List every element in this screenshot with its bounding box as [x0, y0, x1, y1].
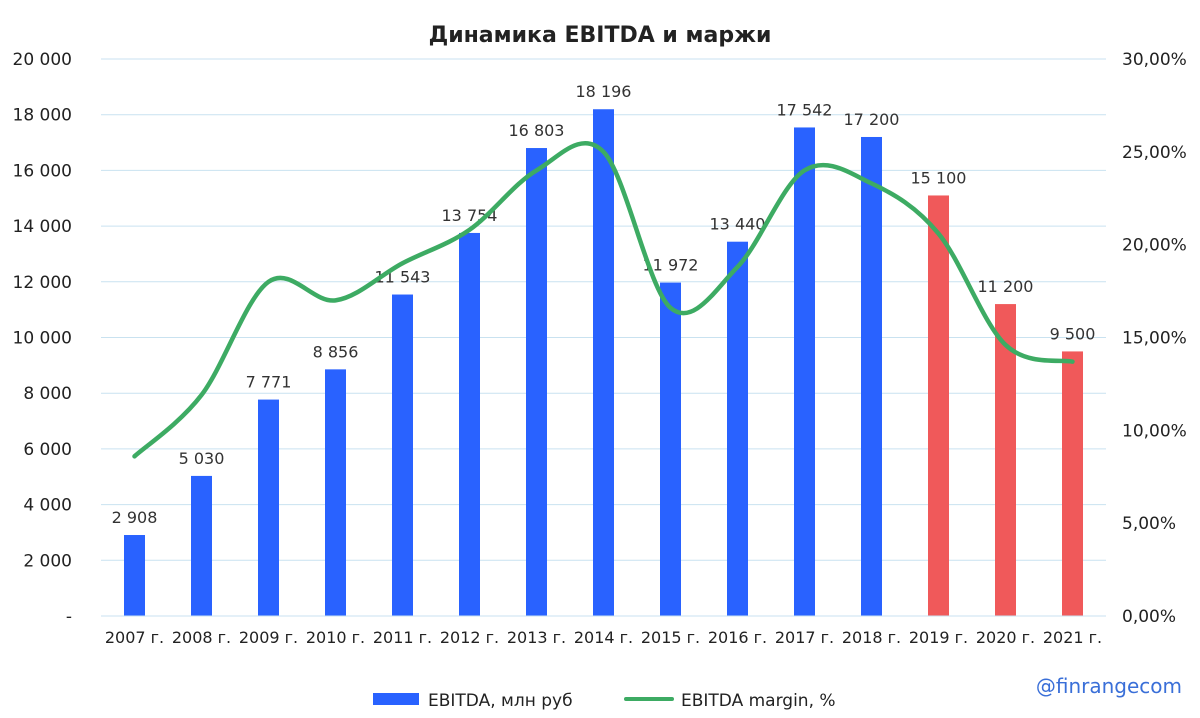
y-tick-label: 12 000: [13, 273, 72, 293]
x-tick-label: 2014 г.: [574, 628, 633, 647]
chart-title: Динамика EBITDA и маржи: [429, 23, 772, 48]
bar: [794, 127, 815, 617]
y-tick-label: 14 000: [13, 217, 72, 237]
legend-label-margin: EBITDA margin, %: [681, 691, 836, 711]
legend-swatch-ebitda: [373, 693, 419, 705]
y2-tick-label: 0,00%: [1122, 607, 1176, 627]
bar: [660, 282, 681, 616]
bar-series-ebitda: [124, 109, 1083, 617]
bar: [928, 195, 949, 616]
y-tick-label: 20 000: [13, 50, 72, 70]
y-tick-label: 6 000: [23, 440, 72, 460]
y2-tick-label: 20,00%: [1122, 236, 1187, 256]
bar-data-label: 5 030: [179, 449, 225, 468]
bar: [325, 369, 346, 616]
bar: [995, 304, 1016, 616]
y-tick-label: 18 000: [13, 106, 72, 126]
x-tick-label: 2007 г.: [105, 628, 164, 647]
margin-line: [132, 141, 1075, 459]
x-tick-label: 2020 г.: [976, 628, 1035, 647]
bar-data-label: 9 500: [1050, 324, 1096, 343]
legend: EBITDA, млн руб EBITDA margin, %: [373, 691, 836, 711]
y2-tick-label: 25,00%: [1122, 143, 1187, 163]
line-series-margin: [132, 141, 1075, 459]
bar: [593, 109, 614, 617]
bar: [124, 535, 145, 616]
y2-tick-label: 5,00%: [1122, 514, 1176, 534]
bar: [258, 399, 279, 616]
x-axis: 2007 г. 2008 г. 2009 г. 2010 г. 2011 г. 2012 …: [101, 615, 1106, 647]
y-axis-left: - 2 000 4 000 6 000 8 000 10 000 12 000 14 000 1…: [13, 50, 72, 627]
watermark: @finrangecom: [1035, 674, 1182, 698]
bar-data-label: 18 196: [576, 82, 632, 101]
x-tick-label: 2009 г.: [239, 628, 298, 647]
y-axis-right: 0,00% 5,00% 10,00% 15,00% 20,00% 25,00% 30,00%: [1122, 50, 1187, 627]
x-tick-label: 2021 г.: [1043, 628, 1102, 647]
x-tick-label: 2011 г.: [373, 628, 432, 647]
x-tick-label: 2019 г.: [909, 628, 968, 647]
x-tick-label: 2012 г.: [440, 628, 499, 647]
bar: [392, 294, 413, 616]
bar: [459, 232, 480, 616]
bar: [727, 241, 748, 617]
bar-data-label: 13 440: [710, 215, 766, 234]
x-tick-label: 2008 г.: [172, 628, 231, 647]
bar-data-label: 16 803: [509, 121, 565, 140]
x-tick-label: 2017 г.: [775, 628, 834, 647]
legend-label-ebitda: EBITDA, млн руб: [428, 691, 573, 711]
y-tick-label: 8 000: [23, 384, 72, 404]
y2-tick-label: 30,00%: [1122, 50, 1187, 70]
x-tick-label: 2010 г.: [306, 628, 365, 647]
y2-tick-label: 15,00%: [1122, 329, 1187, 349]
y-tick-label: 16 000: [13, 161, 72, 181]
bar-data-label: 11 972: [643, 256, 699, 275]
bar: [861, 136, 882, 617]
bar-data-label: 11 200: [978, 277, 1034, 296]
y-tick-label: 4 000: [23, 496, 72, 516]
bar-data-label: 17 542: [777, 100, 833, 119]
bar: [191, 475, 212, 616]
y-tick-label: -: [66, 607, 72, 627]
bar-data-label: 15 100: [911, 168, 967, 187]
x-tick-label: 2015 г.: [641, 628, 700, 647]
bar-data-label: 2 908: [112, 508, 158, 527]
y2-tick-label: 10,00%: [1122, 421, 1187, 441]
x-tick-label: 2018 г.: [842, 628, 901, 647]
x-tick-label: 2013 г.: [507, 628, 566, 647]
y-tick-label: 2 000: [23, 551, 72, 571]
bar: [1062, 351, 1083, 616]
x-tick-label: 2016 г.: [708, 628, 767, 647]
bar-data-label: 8 856: [313, 342, 359, 361]
bar-data-label: 7 771: [246, 373, 292, 392]
bar: [526, 148, 547, 617]
y-tick-label: 10 000: [13, 329, 72, 349]
bar-data-label: 17 200: [844, 110, 900, 129]
